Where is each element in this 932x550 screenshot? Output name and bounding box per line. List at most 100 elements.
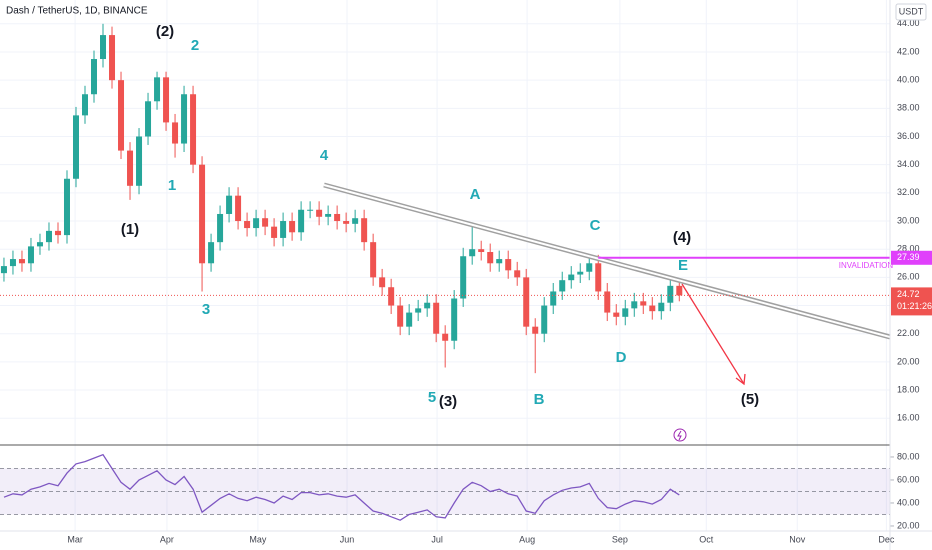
rsi-tick-label: 40.00 bbox=[897, 497, 920, 507]
event-icon[interactable] bbox=[673, 428, 687, 442]
candle-body bbox=[397, 305, 404, 327]
wave-label: 5 bbox=[428, 389, 436, 406]
x-tick-label: May bbox=[249, 534, 267, 544]
overlay: 24.7201:21:2627.39INVALIDATION(2)2(1)134… bbox=[0, 23, 932, 410]
candle-body bbox=[262, 218, 269, 227]
x-tick-label: Nov bbox=[789, 534, 806, 544]
candle-body bbox=[541, 305, 548, 334]
candle-body bbox=[271, 226, 278, 238]
candle-body bbox=[82, 94, 89, 116]
x-tick-label: Aug bbox=[519, 534, 535, 544]
candle-body bbox=[217, 213, 224, 243]
candles bbox=[0, 23, 683, 374]
last-price-label: 24.72 bbox=[897, 289, 920, 299]
candle-body bbox=[352, 218, 359, 224]
candle-body bbox=[91, 59, 98, 95]
candle-body bbox=[514, 270, 521, 278]
candle-body bbox=[54, 230, 61, 236]
candle-body bbox=[370, 242, 377, 278]
candle-body bbox=[442, 333, 449, 341]
wave-label: B bbox=[534, 391, 545, 408]
candle-body bbox=[163, 77, 170, 123]
candle-body bbox=[208, 242, 215, 264]
candle-body bbox=[649, 305, 656, 312]
candle-body bbox=[568, 274, 575, 281]
x-tick-label: Dec bbox=[878, 534, 895, 544]
candle-body bbox=[118, 80, 125, 151]
currency-box[interactable] bbox=[895, 3, 927, 21]
candle-body bbox=[586, 263, 593, 272]
candle-body bbox=[577, 271, 584, 275]
candle-body bbox=[235, 195, 242, 222]
candle-body bbox=[478, 249, 485, 253]
candle-body bbox=[172, 122, 179, 144]
candle-body bbox=[406, 312, 413, 327]
candle-body bbox=[604, 291, 611, 313]
y-tick-label: 36.00 bbox=[897, 131, 920, 141]
currency: USDT bbox=[899, 6, 924, 16]
candle-body bbox=[640, 301, 647, 306]
candle-body bbox=[226, 195, 233, 214]
candle-body bbox=[72, 115, 79, 179]
candle-body bbox=[667, 285, 674, 303]
wave-label: D bbox=[616, 349, 627, 366]
candle-body bbox=[9, 259, 16, 267]
candle-body bbox=[613, 312, 620, 317]
candle-body bbox=[460, 256, 467, 299]
candle-body bbox=[595, 263, 602, 292]
candle-body bbox=[280, 221, 287, 238]
candle-body bbox=[550, 291, 557, 306]
candle-body bbox=[433, 302, 440, 334]
x-tick-label: Jul bbox=[431, 534, 443, 544]
candle-body bbox=[388, 287, 395, 306]
candle-body bbox=[181, 94, 188, 144]
candle-body bbox=[505, 259, 512, 271]
y-tick-label: 20.00 bbox=[897, 356, 920, 366]
rsi-tick-label: 20.00 bbox=[897, 520, 920, 530]
rsi-pane: 20.00 40.00 60.00 80.00 bbox=[0, 451, 920, 530]
rsi-line bbox=[3, 453, 680, 521]
wave-label: (1) bbox=[121, 221, 139, 238]
y-tick-label: 28.00 bbox=[897, 244, 920, 254]
candle-body bbox=[334, 213, 341, 222]
candle-body bbox=[379, 277, 386, 288]
candle-body bbox=[487, 252, 494, 264]
wave-label: C bbox=[590, 217, 601, 234]
candle-body bbox=[424, 302, 431, 309]
candle-body bbox=[253, 218, 260, 229]
candle-body bbox=[532, 326, 539, 334]
candle-body bbox=[127, 150, 134, 186]
x-tick-label: Sep bbox=[612, 534, 628, 544]
event-bolt bbox=[677, 430, 682, 441]
rsi-tick-label: 60.00 bbox=[897, 474, 920, 484]
countdown: 01:21:26 bbox=[897, 301, 932, 311]
candle-body bbox=[63, 178, 70, 236]
y-tick-label: 40.00 bbox=[897, 75, 920, 85]
candle-body bbox=[307, 209, 314, 211]
y-tick-label: 42.00 bbox=[897, 46, 920, 56]
candle-body bbox=[244, 221, 251, 229]
candle-body bbox=[190, 94, 197, 165]
candle-body bbox=[415, 308, 422, 313]
candle-body bbox=[18, 259, 25, 264]
y-tick-label: 22.00 bbox=[897, 328, 920, 338]
wave-label: 4 bbox=[320, 147, 329, 164]
candle-body bbox=[199, 164, 206, 264]
y-tick-label: 16.00 bbox=[897, 413, 920, 423]
y-tick-label: 32.00 bbox=[897, 187, 920, 197]
y-tick-label: 18.00 bbox=[897, 384, 920, 394]
candle-body bbox=[100, 35, 107, 60]
wave-label: (3) bbox=[439, 393, 457, 410]
x-tick-label: Oct bbox=[699, 534, 714, 544]
rsi-tick-label: 80.00 bbox=[897, 451, 920, 461]
wave-label: 2 bbox=[191, 37, 199, 54]
candle-body bbox=[676, 285, 683, 296]
invalidation-price: 27.39 bbox=[897, 252, 920, 262]
x-tick-label: Mar bbox=[67, 534, 83, 544]
candle-body bbox=[496, 259, 503, 264]
candle-body bbox=[136, 136, 143, 186]
y-tick-label: 44.00 bbox=[897, 18, 920, 28]
candle-body bbox=[658, 302, 665, 312]
wave-label: A bbox=[470, 186, 481, 203]
